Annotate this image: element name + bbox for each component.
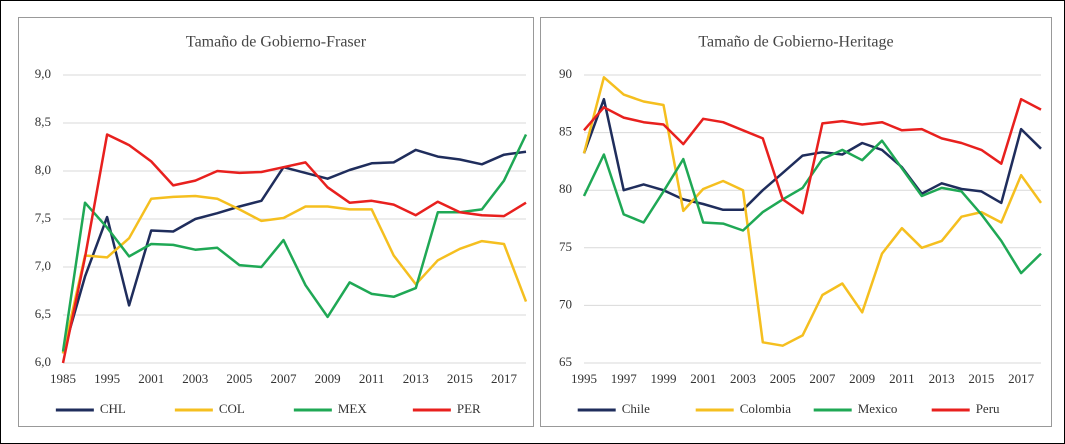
x-tick-label: 2001 xyxy=(138,371,164,386)
x-tick-label: 2009 xyxy=(849,371,875,386)
chart: Tamaño de Gobierno-Heritage 65 70 75 80 85 90 1… xyxy=(540,17,1052,427)
x-tick-label: 2013 xyxy=(403,371,429,386)
x-tick-label: 2005 xyxy=(226,371,252,386)
line-series xyxy=(582,139,1042,275)
y-tick-label: 9,0 xyxy=(35,66,51,81)
y-tick-label: 80 xyxy=(559,181,572,196)
chart-title: Tamaño de Gobierno-Heritage xyxy=(698,34,893,51)
line-series xyxy=(61,133,528,352)
legend-label: CHL xyxy=(100,401,126,416)
x-tick-label: 1997 xyxy=(611,371,638,386)
x-tick-label: 2015 xyxy=(447,371,473,386)
chart-title: Tamaño de Gobierno-Fraser xyxy=(186,34,367,51)
x-tick-label: 2013 xyxy=(929,371,955,386)
y-tick-label: 7,5 xyxy=(35,210,51,225)
chart-border xyxy=(18,17,534,427)
y-tick-label: 8,0 xyxy=(35,162,51,177)
legend-label: COL xyxy=(219,401,245,416)
x-tick-label: 2009 xyxy=(315,371,341,386)
x-tick-label: 2005 xyxy=(770,371,796,386)
y-tick-label: 8,5 xyxy=(35,114,51,129)
line-series xyxy=(61,133,527,364)
legend-label: PER xyxy=(457,401,481,416)
x-tick-label: 1995 xyxy=(94,371,120,386)
chart-border xyxy=(540,17,1052,427)
x-tick-label: 1985 xyxy=(50,371,76,386)
chart: Tamaño de Gobierno-Fraser 6,0 6,5 7,0 7,5 8,0… xyxy=(18,17,534,427)
x-tick-label: 2015 xyxy=(968,371,994,386)
x-tick-label: 2017 xyxy=(491,371,518,386)
legend-label: Peru xyxy=(976,401,1000,416)
y-tick-label: 70 xyxy=(559,296,572,311)
line-series xyxy=(582,97,1042,212)
x-tick-label: 1999 xyxy=(650,371,676,386)
x-tick-label: 1995 xyxy=(571,371,597,386)
line-series xyxy=(61,194,528,354)
x-tick-label: 2007 xyxy=(809,371,836,386)
x-tick-label: 2001 xyxy=(690,371,716,386)
legend-label: Chile xyxy=(622,401,650,416)
y-tick-label: 6,0 xyxy=(35,354,51,369)
x-tick-label: 2003 xyxy=(730,371,756,386)
y-tick-label: 65 xyxy=(559,354,572,369)
x-tick-label: 2007 xyxy=(270,371,297,386)
legend-label: Colombia xyxy=(740,401,792,416)
x-tick-label: 2011 xyxy=(359,371,385,386)
x-tick-label: 2011 xyxy=(889,371,915,386)
legend-label: Mexico xyxy=(858,401,898,416)
y-tick-label: 6,5 xyxy=(35,306,51,321)
legend-label: MEX xyxy=(338,401,368,416)
y-tick-label: 90 xyxy=(559,66,572,81)
line-series xyxy=(61,148,527,354)
line-series xyxy=(583,97,1042,215)
x-tick-label: 2017 xyxy=(1008,371,1034,386)
x-tick-label: 2003 xyxy=(182,371,208,386)
line-series xyxy=(582,76,1043,347)
y-tick-label: 75 xyxy=(559,239,572,254)
y-tick-label: 85 xyxy=(559,124,572,139)
y-tick-label: 7,0 xyxy=(35,258,51,273)
